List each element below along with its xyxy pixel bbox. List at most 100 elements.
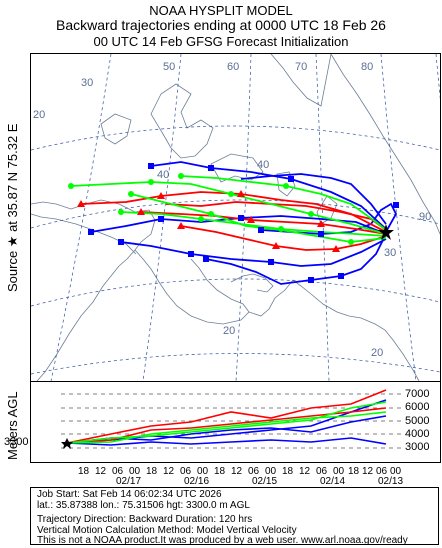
hour-tick: 06 [376, 466, 388, 477]
green-marker [348, 239, 354, 245]
blue-marker [88, 229, 94, 235]
red-marker [237, 190, 245, 197]
trajectory-markers [68, 163, 399, 283]
coastlines [31, 54, 440, 381]
graticule [31, 54, 440, 381]
trajectory-red [180, 225, 387, 251]
trajectory-blue [120, 238, 387, 267]
green-marker [118, 209, 124, 215]
grid-label: 90 [419, 211, 431, 223]
blue-marker [238, 215, 244, 221]
altitude-label: 5000 [405, 415, 430, 427]
hour-tick: 18 [78, 466, 90, 477]
trajectory-blue [150, 161, 387, 230]
blue-marker [338, 273, 344, 279]
disclaimer-text: This is not a NOAA product.It was produc… [37, 535, 408, 546]
vertical-trajectories [66, 389, 387, 446]
hour-tick: 12 [299, 466, 311, 477]
source-location-label: Source ★ at 35.87 N 75.32 E [5, 123, 20, 292]
blue-marker [393, 202, 399, 208]
red-marker [177, 222, 185, 229]
source-star-icon [61, 438, 73, 449]
red-marker [247, 216, 255, 223]
vertical-profile-panel [30, 381, 441, 463]
date-label: 02/14 [320, 476, 346, 487]
graticule-labels: 20 30 40 40 50 60 70 80 90 20 30 20 [33, 61, 431, 359]
grid-label: 20 [371, 347, 383, 359]
hour-tick: 18 [282, 466, 294, 477]
green-marker [208, 211, 214, 217]
vertical-trajectory-blue [66, 399, 387, 444]
trajectory-blue [240, 173, 387, 225]
grid-label: 30 [81, 77, 93, 89]
trajectory-red [165, 201, 387, 231]
red-marker [332, 245, 340, 252]
green-marker [178, 173, 184, 179]
hour-tick: 06 [248, 466, 260, 477]
hour-tick: 12 [231, 466, 243, 477]
grid-label: 50 [163, 61, 175, 73]
hour-tick: 06 [112, 466, 124, 477]
red-marker [272, 242, 280, 249]
blue-marker [188, 251, 194, 257]
vertical-trajectory-blue [66, 437, 387, 446]
green-marker [128, 191, 134, 197]
hour-tick: 18 [348, 466, 360, 477]
vertical-profile-svg [61, 389, 401, 449]
date-label: 02/13 [378, 476, 404, 487]
hour-tick: 00 [333, 466, 345, 477]
altitude-label: 3000 [405, 441, 430, 453]
hour-tick: 12 [95, 466, 107, 477]
hour-tick: 00 [265, 466, 277, 477]
red-marker [157, 192, 165, 199]
altitude-label: 7000 [405, 388, 430, 400]
hour-tick: 18 [214, 466, 226, 477]
date-label: 02/16 [184, 476, 210, 487]
altitude-label: 6000 [405, 401, 430, 413]
vertical-trajectory-red [66, 389, 387, 444]
red-marker [317, 220, 325, 227]
green-marker [198, 216, 204, 222]
blue-marker [118, 239, 124, 245]
grid-label: 20 [33, 109, 45, 121]
title-trajectory-description: Backward trajectories ending at 0000 UTC… [56, 17, 386, 33]
blue-marker [318, 231, 324, 237]
date-label: 02/17 [116, 476, 142, 487]
blue-marker [308, 277, 314, 283]
green-marker [283, 183, 289, 189]
blue-marker [258, 227, 264, 233]
blue-marker [208, 165, 214, 171]
grid-label: 80 [361, 61, 373, 73]
hour-tick: 12 [362, 466, 374, 477]
blue-marker [148, 163, 154, 169]
hour-tick: 00 [197, 466, 209, 477]
hour-tick: 00 [390, 466, 402, 477]
run-info-panel: Job Start: Sat Feb 14 06:02:34 UTC 2026 … [30, 487, 439, 546]
date-label: 02/15 [252, 476, 278, 487]
grid-label: 20 [223, 325, 235, 337]
map-svg: 20 30 40 40 50 60 70 80 90 20 30 20 [31, 54, 440, 381]
green-marker [278, 226, 284, 232]
altitude-gridlines [61, 393, 401, 449]
trajectory-green [180, 175, 387, 231]
hour-tick: 12 [163, 466, 175, 477]
title-model-name: NOAA HYSPLIT MODEL [149, 3, 293, 18]
red-marker [77, 200, 85, 207]
blue-marker [268, 259, 274, 265]
trajectory-blue [205, 231, 388, 285]
vertical-trajectory-green [66, 411, 387, 444]
grid-label: 60 [227, 61, 239, 73]
blue-marker [288, 176, 294, 182]
grid-label: 40 [157, 169, 169, 181]
hour-tick: 06 [180, 466, 192, 477]
direction-text: Trajectory Direction: Backward Duration:… [37, 514, 253, 525]
meters-agl-label: Meters AGL [5, 391, 20, 460]
altitude-label: 4000 [405, 428, 430, 440]
grid-label: 40 [257, 159, 269, 171]
source-height-label: 3300 [4, 436, 29, 448]
hour-tick: 06 [316, 466, 328, 477]
vertical-trajectory-green [66, 401, 387, 444]
hour-tick: 18 [146, 466, 158, 477]
job-start-text: Job Start: Sat Feb 14 06:02:34 UTC 2026 [37, 489, 222, 500]
green-marker [228, 191, 234, 197]
